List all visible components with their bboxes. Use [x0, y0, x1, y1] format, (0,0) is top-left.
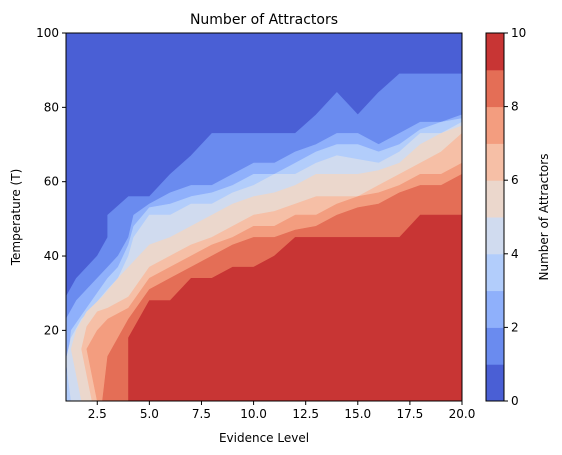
- x-tick-label: 15.0: [344, 407, 371, 421]
- colorbar-swatch: [486, 253, 504, 292]
- colorbar-tick-label: 2: [511, 320, 519, 334]
- colorbar-swatch: [486, 143, 504, 181]
- colorbar-swatch: [486, 106, 504, 144]
- plot-frame: [65, 32, 463, 402]
- y-tick-label: 60: [44, 175, 59, 189]
- y-axis-label: Temperature (T): [9, 169, 23, 267]
- x-axis-ticks: 2.5 5.0 7.5 10.0 12.5 15.0 17.5 20.0: [88, 401, 476, 421]
- chart-title: Number of Attractors: [190, 12, 338, 28]
- y-tick-label: 40: [44, 249, 59, 263]
- x-tick-label: 2.5: [88, 407, 107, 421]
- colorbar-tick-label: 10: [511, 26, 526, 40]
- colorbar-tick-label: 4: [511, 247, 519, 261]
- colorbar-swatch: [486, 364, 504, 402]
- y-tick-label: 20: [44, 323, 59, 337]
- x-tick-label: 20.0: [449, 407, 476, 421]
- colorbar-label: Number of Attractors: [537, 154, 551, 281]
- colorbar-tick-label: 8: [511, 100, 519, 114]
- plot-area: [66, 33, 462, 401]
- colorbar-swatch: [486, 33, 504, 71]
- y-axis-ticks: 20 40 60 80 100: [36, 26, 66, 337]
- colorbar-tick-label: 0: [511, 394, 519, 408]
- contour-region-level-9: [128, 214, 462, 401]
- colorbar-tick-label: 6: [511, 173, 519, 187]
- colorbar: [486, 33, 504, 402]
- colorbar-frame: [485, 32, 505, 402]
- x-tick-label: 5.0: [140, 407, 159, 421]
- x-tick-label: 12.5: [292, 407, 319, 421]
- colorbar-ticks: 0 2 4 6 8 10: [504, 26, 526, 408]
- x-axis-label: Evidence Level: [219, 431, 309, 445]
- colorbar-swatch: [486, 217, 504, 255]
- contour-regions: [66, 73, 462, 401]
- colorbar-swatch: [486, 69, 504, 108]
- x-tick-label: 7.5: [192, 407, 211, 421]
- colorbar-swatch: [486, 180, 504, 218]
- y-tick-label: 80: [44, 100, 59, 114]
- y-tick-label: 100: [36, 26, 59, 40]
- colorbar-swatch: [486, 290, 504, 328]
- x-tick-label: 10.0: [240, 407, 267, 421]
- colorbar-swatch: [486, 327, 504, 365]
- x-tick-label: 17.5: [397, 407, 424, 421]
